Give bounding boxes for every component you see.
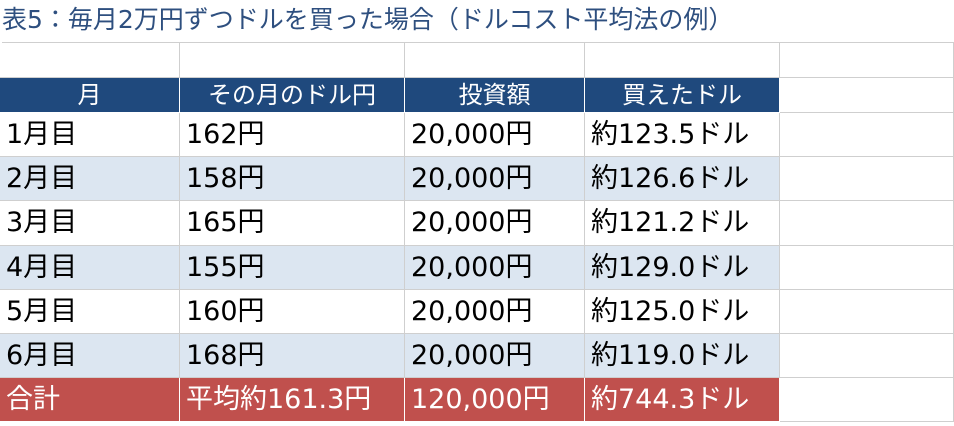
table-cell: 約119.0ドル [585, 334, 780, 379]
table-cell: 約121.2ドル [585, 201, 780, 246]
empty-cell [780, 334, 954, 379]
empty-cell [780, 378, 954, 423]
table-cell: 20,000円 [405, 201, 585, 246]
table-cell: 155円 [180, 245, 405, 290]
empty-cell [405, 42, 585, 78]
empty-cell [780, 78, 954, 113]
table-cell: 6月目 [0, 334, 180, 379]
table-cell: 168円 [180, 334, 405, 379]
header-cell: 買えたドル [585, 78, 780, 113]
table-cell: 5月目 [0, 289, 180, 334]
empty-cell [780, 245, 954, 290]
table-cell: 20,000円 [405, 157, 585, 202]
header-cell: 月 [0, 78, 180, 113]
table-cell: 160円 [180, 289, 405, 334]
header-cell: その月のドル円 [180, 78, 405, 113]
total-cell: 平均約161.3円 [180, 378, 405, 423]
total-cell: 120,000円 [405, 378, 585, 423]
empty-cell [180, 42, 405, 78]
table-cell: 4月目 [0, 245, 180, 290]
table-cell: 165円 [180, 201, 405, 246]
table-cell: 20,000円 [405, 245, 585, 290]
table-cell: 約126.6ドル [585, 157, 780, 202]
table-cell: 約123.5ドル [585, 113, 780, 158]
empty-cell [780, 42, 954, 78]
empty-cell [780, 289, 954, 334]
header-cell: 投資額 [405, 78, 585, 113]
table-cell: 20,000円 [405, 289, 585, 334]
table-cell: 20,000円 [405, 334, 585, 379]
empty-cell [585, 42, 780, 78]
total-cell: 約744.3ドル [585, 378, 780, 423]
table-title: 表5：毎月2万円ずつドルを買った場合（ドルコスト平均法の例） [2, 0, 954, 43]
table-cell: 2月目 [0, 157, 180, 202]
empty-cell [780, 113, 954, 158]
empty-cell [0, 42, 180, 78]
table-cell: 3月目 [0, 201, 180, 246]
table-cell: 1月目 [0, 113, 180, 158]
table-cell: 162円 [180, 113, 405, 158]
table-cell: 158円 [180, 157, 405, 202]
empty-cell [780, 157, 954, 202]
table-cell: 20,000円 [405, 113, 585, 158]
total-cell: 合計 [0, 378, 180, 423]
table-cell: 約125.0ドル [585, 289, 780, 334]
table-cell: 約129.0ドル [585, 245, 780, 290]
empty-cell [780, 201, 954, 246]
